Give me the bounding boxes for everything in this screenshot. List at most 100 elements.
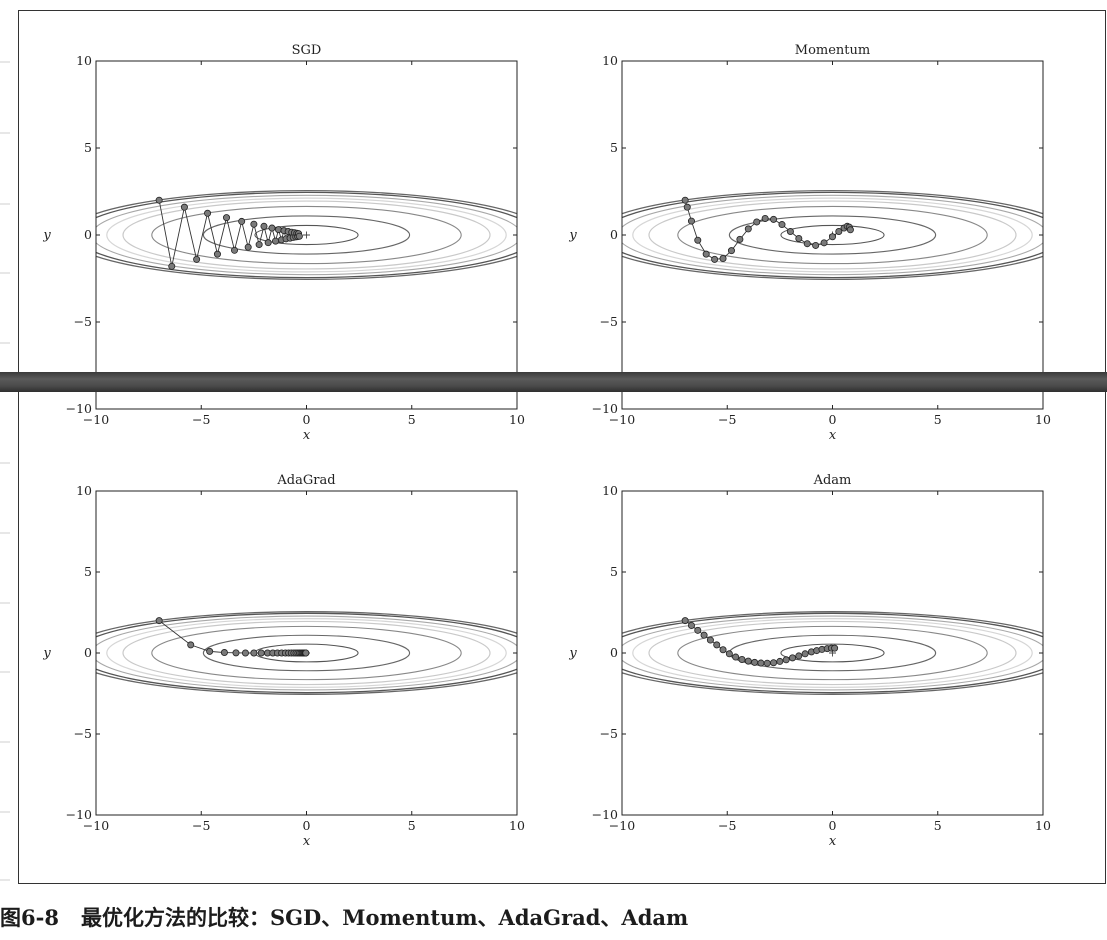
caption-text: 最优化方法的比较：SGD、Momentum、AdaGrad、Adam	[80, 905, 689, 930]
trajectory-point	[803, 240, 811, 248]
x-tick-label: −5	[192, 412, 210, 427]
x-tick-label: 0	[829, 412, 837, 427]
contour-lines	[622, 611, 1043, 695]
x-tick-label: 10	[509, 412, 525, 427]
minimum-marker	[303, 231, 310, 239]
chart-title: Adam	[813, 473, 852, 488]
trajectory-point	[725, 650, 733, 658]
x-tick-label: 0	[303, 818, 311, 833]
trajectory-point	[713, 641, 721, 649]
trajectory-point	[835, 228, 843, 236]
trajectory-point	[255, 241, 263, 249]
y-tick-label: 10	[602, 483, 618, 498]
x-tick-label: −5	[718, 818, 736, 833]
y-axis-label: y	[568, 228, 577, 243]
contour-line	[632, 197, 1033, 273]
contour-line	[622, 615, 1043, 691]
x-tick-label: −10	[83, 412, 109, 427]
x-tick-label: −10	[609, 818, 635, 833]
y-tick-label: 5	[84, 564, 92, 579]
contour-line	[151, 625, 462, 681]
trajectory-point	[744, 657, 752, 665]
trajectory-point	[687, 217, 695, 225]
trajectory-point	[241, 649, 249, 657]
trajectory-point	[220, 649, 228, 657]
contour-line	[106, 197, 507, 273]
trajectory-point	[250, 649, 258, 657]
chart-panel-adagrad: −10 −5 0 5 10 −10 −5 0 5 10 AdaGrad x y	[42, 473, 525, 849]
y-tick-label: 10	[602, 53, 618, 68]
contour-line	[202, 215, 411, 255]
contour-line	[728, 215, 937, 255]
x-tick-label: −5	[192, 818, 210, 833]
contour-line	[622, 190, 1043, 280]
trajectory-point	[272, 237, 280, 245]
trajectory-point	[264, 239, 272, 247]
y-tick-label: 5	[610, 140, 618, 155]
trajectory-point	[711, 255, 719, 263]
chart-title: SGD	[292, 43, 322, 58]
trajectory-point	[770, 215, 778, 223]
trajectory-point	[702, 250, 710, 258]
trajectory-point	[736, 235, 744, 243]
x-tick-label: 10	[1035, 818, 1051, 833]
x-tick-label: −10	[83, 818, 109, 833]
chart-panel-momentum: −10 −5 0 5 10 −10 −5 0 5 10 Momentum x y	[568, 43, 1051, 443]
chart-title: Momentum	[795, 43, 870, 58]
contour-line	[622, 612, 1043, 694]
contour-line	[622, 191, 1043, 279]
trajectory-point	[727, 247, 735, 255]
x-tick-label: 0	[303, 412, 311, 427]
chart-title: AdaGrad	[276, 473, 335, 488]
contour-line	[648, 200, 1017, 270]
trajectory-point	[719, 254, 727, 262]
trajectory-point	[302, 649, 310, 657]
trajectory-point	[738, 655, 746, 663]
contour-line	[122, 620, 491, 686]
contour-line	[96, 611, 517, 695]
contour-line	[254, 224, 359, 246]
page-divider-band	[0, 372, 1107, 392]
contour-line	[780, 643, 885, 663]
trajectory-point	[260, 222, 268, 230]
trajectory-point	[694, 626, 702, 634]
y-tick-label: −10	[66, 401, 92, 416]
chart-panel-adam: −10 −5 0 5 10 −10 −5 0 5 10 Adam x y	[568, 473, 1051, 849]
y-tick-label: −10	[592, 401, 618, 416]
y-tick-label: −5	[600, 314, 618, 329]
y-tick-label: 5	[610, 564, 618, 579]
charts-canvas: −10 −5 0 5 10 −10 −5 0 5 10 SGD x y −10 −5 0 5 10 −10 −5 0 5 1…	[42, 43, 1051, 849]
x-tick-label: 5	[408, 818, 416, 833]
x-tick-label: 10	[1035, 412, 1051, 427]
trajectory-point	[223, 214, 231, 222]
trajectory-point	[719, 646, 727, 654]
trajectory-point	[231, 246, 239, 254]
x-tick-label: 10	[509, 818, 525, 833]
x-axis-label: x	[303, 834, 311, 849]
y-tick-label: 0	[84, 645, 92, 660]
trajectory-point	[681, 617, 689, 625]
trajectory-point	[776, 657, 784, 665]
y-tick-label: −10	[66, 807, 92, 822]
trajectory-point	[786, 228, 794, 236]
y-tick-label: −5	[74, 726, 92, 741]
trajectory-point	[206, 647, 214, 655]
x-tick-label: 5	[408, 412, 416, 427]
trajectory-point	[795, 234, 803, 242]
trajectory-point	[244, 243, 252, 251]
x-tick-label: 5	[934, 412, 942, 427]
trajectory-point	[763, 659, 771, 667]
left-margin-rule	[0, 61, 10, 881]
x-axis-label: x	[829, 428, 837, 443]
trajectory-point	[846, 226, 854, 234]
contour-line	[632, 618, 1033, 688]
contour-line	[622, 194, 1043, 276]
y-tick-label: 10	[76, 53, 92, 68]
contour-line	[648, 620, 1017, 686]
trajectory-point	[694, 236, 702, 244]
contour-line	[622, 611, 1043, 695]
contour-line	[96, 191, 517, 279]
contour-line	[96, 615, 517, 691]
trajectory-point	[751, 658, 759, 666]
trajectory-point	[232, 649, 240, 657]
